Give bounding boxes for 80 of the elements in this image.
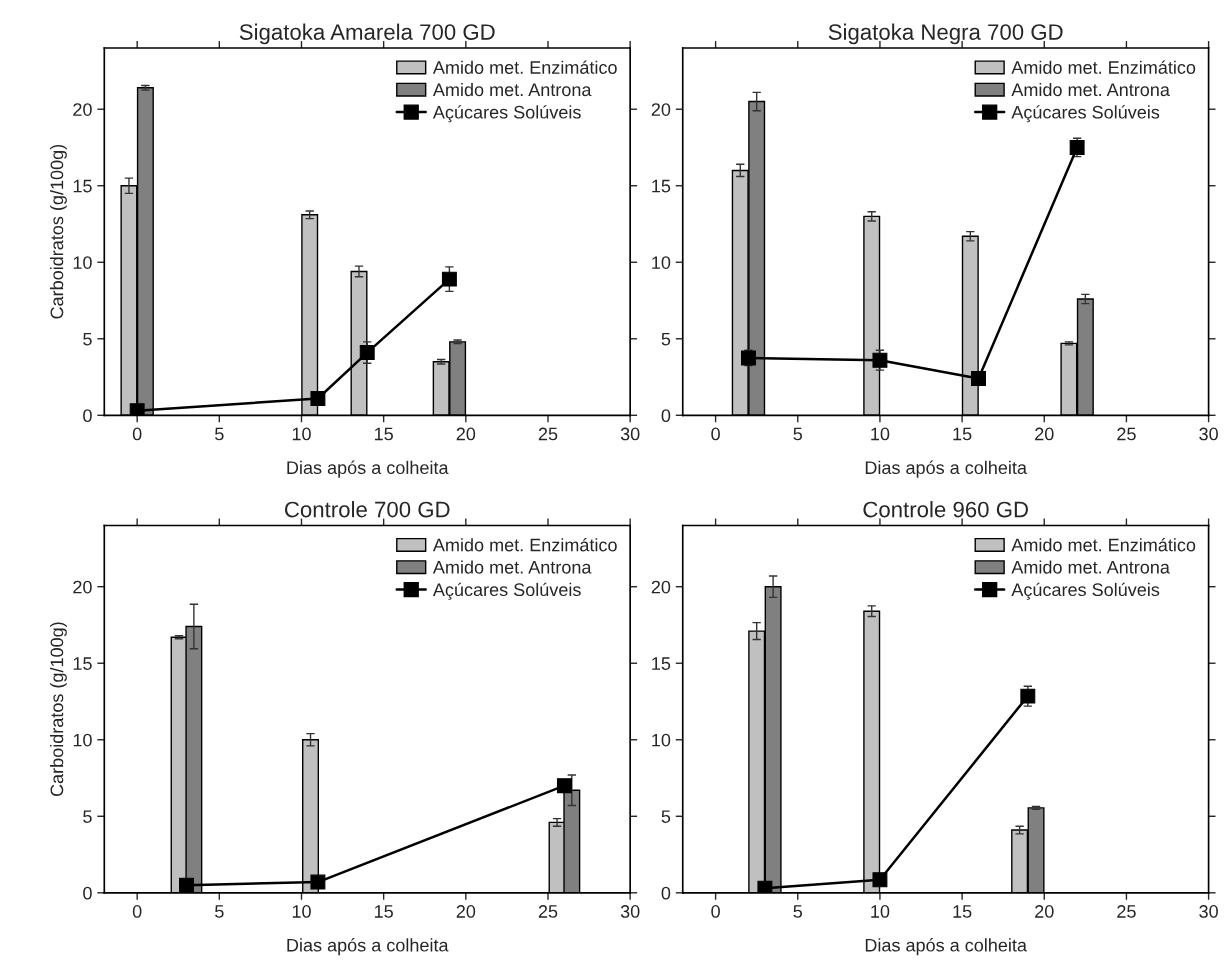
chart-title: Controle 960 GD [863,501,1028,518]
legend-label: Amido met. Antrona [432,560,592,574]
y-tick-label: 5 [661,332,671,346]
x-tick-label: 5 [215,905,224,918]
legend-label: Amido met. Antrona [432,82,592,97]
x-axis-title: Dias após a colheita [287,938,449,956]
point [310,391,326,406]
y-tick-label: 15 [73,179,92,193]
x-tick-label: 15 [374,427,393,441]
x-tick-label: 5 [793,905,803,918]
legend-label: Açúcares Solúveis [1011,582,1160,600]
y-tick-label: 10 [652,733,671,747]
y-tick-label: 0 [661,409,671,423]
x-tick-label: 25 [1117,427,1136,441]
y-tick-label: 20 [651,580,671,594]
y-tick-label: 5 [83,332,92,346]
x-tick-label: 25 [538,427,558,441]
x-tick-label: 30 [620,427,640,441]
legend-label: Amido met. Enzimático [432,537,617,552]
x-tick-label: 15 [953,905,972,918]
point [129,403,145,416]
x-axis-title: Dias após a colheita [865,460,1027,478]
chart-title: Controle 700 GD [284,501,450,518]
legend-label: Amido met. Enzimático [432,60,617,74]
point [757,880,773,893]
x-tick-label: 20 [1035,427,1054,441]
y-tick-label: 5 [83,810,92,823]
x-tick-label: 0 [711,427,720,441]
point [971,371,986,387]
x-tick-label: 15 [953,427,972,441]
x-tick-label: 5 [793,427,803,441]
y-axis-title: Carboidratos (g/100g) [50,622,67,797]
x-tick-label: 20 [1035,905,1054,918]
x-tick-label: 0 [132,427,142,441]
x-tick-label: 25 [1117,905,1136,918]
x-tick-label: 20 [456,905,476,918]
x-tick-label: 10 [292,427,311,441]
point [310,874,326,890]
legend-label: Amido met. Antrona [1011,560,1170,574]
y-tick-label: 5 [661,810,671,823]
legend-label: Açúcares Solúveis [1011,105,1160,123]
x-axis-title: Dias após a colheita [287,460,449,478]
x-tick-label: 10 [871,427,890,441]
y-axis-title: Carboidratos (g/100g) [50,144,67,319]
y-tick-label: 20 [73,580,92,594]
legend-label: Amido met. Antrona [1011,82,1170,97]
x-tick-label: 15 [374,905,393,918]
chart-title: Sigatoka Amarela 700 GD [239,23,495,45]
y-tick-label: 0 [83,886,92,900]
y-tick-label: 0 [83,409,92,423]
y-tick-label: 20 [73,103,92,116]
x-tick-label: 0 [711,905,720,918]
point [872,872,888,888]
y-tick-label: 20 [651,103,671,116]
point [556,778,572,794]
x-tick-label: 30 [1199,427,1218,441]
chart-title: Sigatoka Negra 700 GD [828,23,1063,45]
x-tick-label: 10 [871,905,890,918]
legend-label: Açúcares Solúveis [432,105,581,123]
x-tick-label: 10 [292,905,311,918]
point [441,271,457,287]
y-tick-label: 10 [652,256,671,269]
x-axis-title: Dias após a colheita [865,938,1027,956]
y-tick-label: 15 [652,657,671,670]
x-tick-label: 0 [132,905,142,918]
x-tick-label: 30 [1199,905,1218,918]
point [359,345,375,361]
y-tick-label: 15 [652,179,671,193]
legend-label: Amido met. Enzimático [1011,537,1196,552]
legend-label: Açúcares Solúveis [432,582,581,600]
y-tick-label: 15 [73,657,92,670]
y-tick-label: 10 [73,256,92,269]
legend-label: Amido met. Enzimático [1011,60,1196,74]
point [179,877,194,893]
x-tick-label: 5 [215,427,224,441]
y-tick-label: 10 [73,733,92,747]
x-tick-label: 25 [538,905,558,918]
x-tick-label: 30 [620,905,640,918]
y-tick-label: 0 [661,886,671,900]
x-tick-label: 20 [456,427,476,441]
